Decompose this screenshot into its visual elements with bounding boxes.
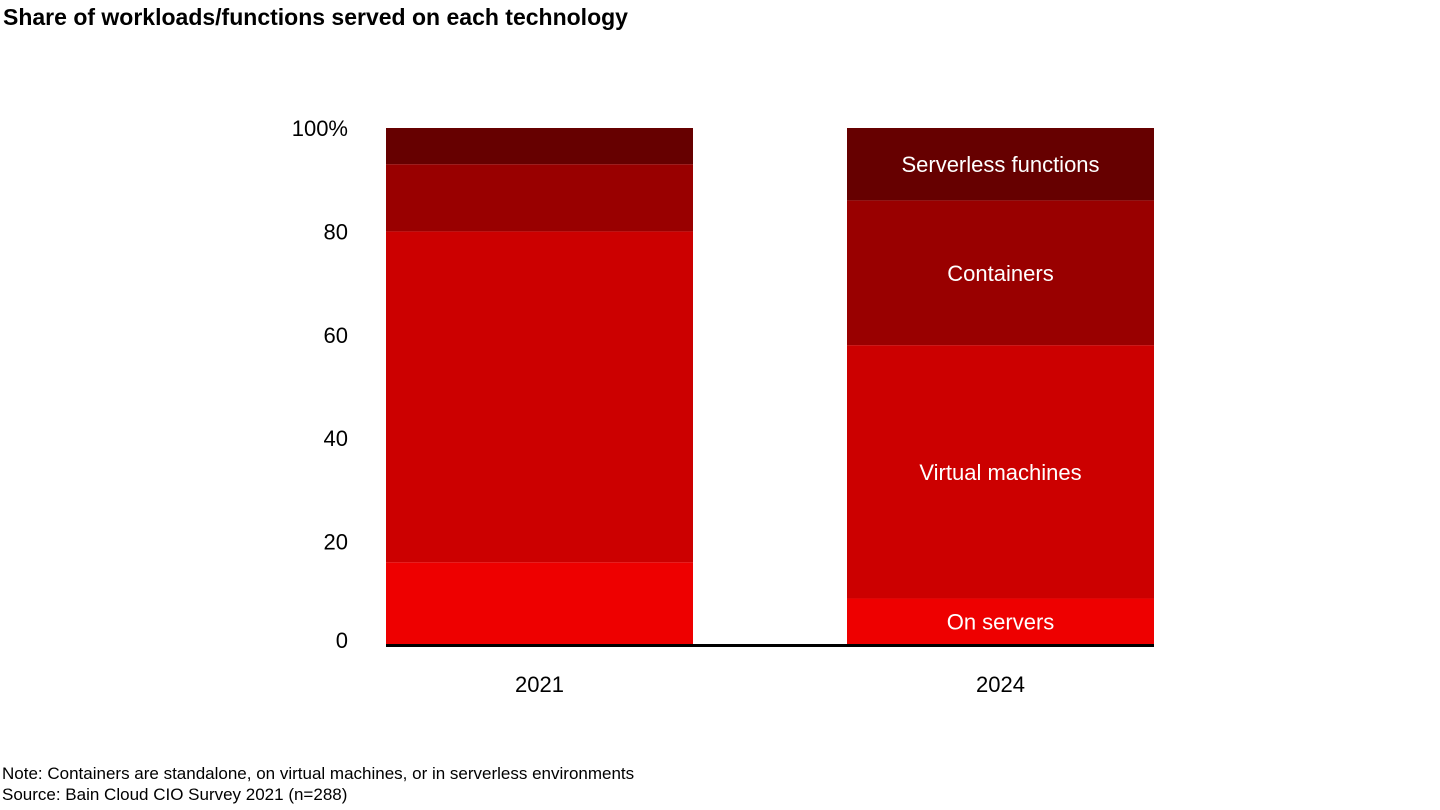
series-label: On servers — [947, 610, 1055, 635]
x-tick-label: 2024 — [976, 672, 1025, 697]
bar-segment — [386, 164, 693, 232]
y-tick-label: 100% — [292, 116, 348, 141]
bar-segment — [386, 231, 693, 563]
series-label: Virtual machines — [919, 460, 1081, 485]
chart-title: Share of workloads/functions served on e… — [3, 4, 628, 30]
bar-segment — [386, 562, 693, 645]
bar-segment — [847, 128, 1154, 201]
footnotes: Note: Containers are standalone, on virt… — [2, 763, 634, 805]
series-label: Serverless functions — [901, 152, 1099, 177]
bar-segment — [847, 200, 1154, 346]
series-label: Containers — [947, 261, 1053, 286]
bar-segment — [847, 345, 1154, 599]
bar-segment — [386, 128, 693, 165]
y-tick-label: 0 — [336, 628, 348, 653]
y-tick-label: 60 — [324, 323, 348, 348]
x-tick-label: 2021 — [515, 672, 564, 697]
y-tick-label: 80 — [324, 219, 348, 244]
bar-segment — [847, 598, 1154, 645]
note-text: Note: Containers are standalone, on virt… — [2, 764, 635, 783]
source-text: Source: Bain Cloud CIO Survey 2021 (n=28… — [2, 785, 348, 804]
y-tick-label: 20 — [324, 530, 348, 555]
y-tick-label: 40 — [324, 426, 348, 451]
